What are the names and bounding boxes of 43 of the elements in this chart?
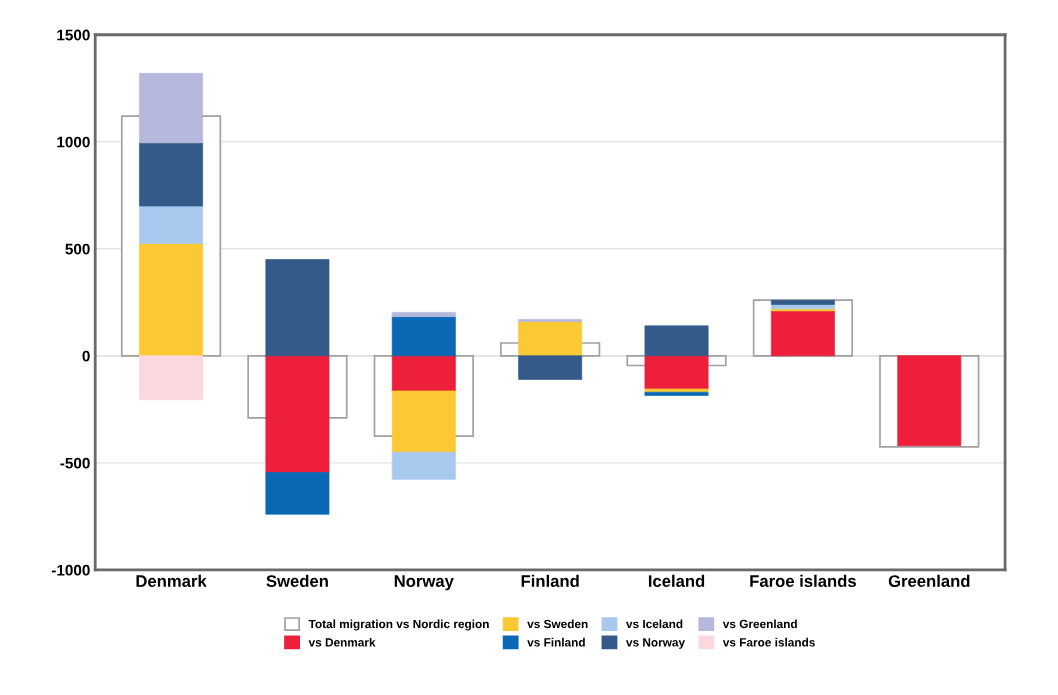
y-tick-label: 1500 bbox=[57, 29, 90, 41]
bar bbox=[391, 390, 456, 453]
bar bbox=[139, 142, 203, 207]
x-tick-label: Finland bbox=[521, 574, 579, 587]
bar bbox=[770, 299, 835, 305]
legend-label: vs Sweden bbox=[527, 619, 588, 629]
x-tick-label: Iceland bbox=[648, 574, 705, 587]
legend-label: vs Finland bbox=[527, 637, 585, 647]
x-tick-label: Faroe islands bbox=[750, 574, 856, 587]
legend-label: vs Denmark bbox=[308, 637, 376, 647]
legend-label: vs Iceland bbox=[626, 619, 683, 629]
y-tick-label: -500 bbox=[60, 457, 90, 469]
bar bbox=[265, 355, 330, 473]
legend-label: Total migration vs Nordic region bbox=[308, 619, 489, 631]
bar bbox=[391, 316, 456, 357]
bar bbox=[644, 355, 709, 390]
bar bbox=[770, 310, 835, 357]
y-tick-label: -1000 bbox=[51, 564, 90, 576]
bar bbox=[139, 243, 203, 357]
x-tick-label: Norway bbox=[394, 575, 454, 591]
legend-label: vs Faroe islands bbox=[722, 637, 815, 647]
bar bbox=[770, 308, 835, 312]
bar bbox=[518, 321, 583, 357]
legend-label: vs Norway bbox=[626, 638, 685, 649]
bar bbox=[391, 312, 456, 318]
bar bbox=[391, 451, 456, 480]
bar bbox=[644, 325, 709, 357]
bar bbox=[518, 355, 583, 380]
bar bbox=[139, 72, 203, 144]
bar bbox=[391, 355, 456, 392]
bar bbox=[265, 472, 330, 515]
bar bbox=[139, 205, 203, 244]
bar bbox=[265, 259, 330, 357]
bar bbox=[897, 355, 962, 447]
y-tick-label: 500 bbox=[65, 243, 90, 255]
bar bbox=[518, 319, 583, 322]
x-tick-label: Denmark bbox=[136, 574, 207, 587]
y-tick-label: 1000 bbox=[57, 136, 90, 148]
x-tick-label: Sweden bbox=[266, 574, 328, 587]
y-tick-label: 0 bbox=[82, 350, 90, 362]
x-tick-label: Greenland bbox=[888, 574, 970, 587]
legend-label: vs Greenland bbox=[722, 619, 797, 629]
bar bbox=[139, 355, 203, 401]
